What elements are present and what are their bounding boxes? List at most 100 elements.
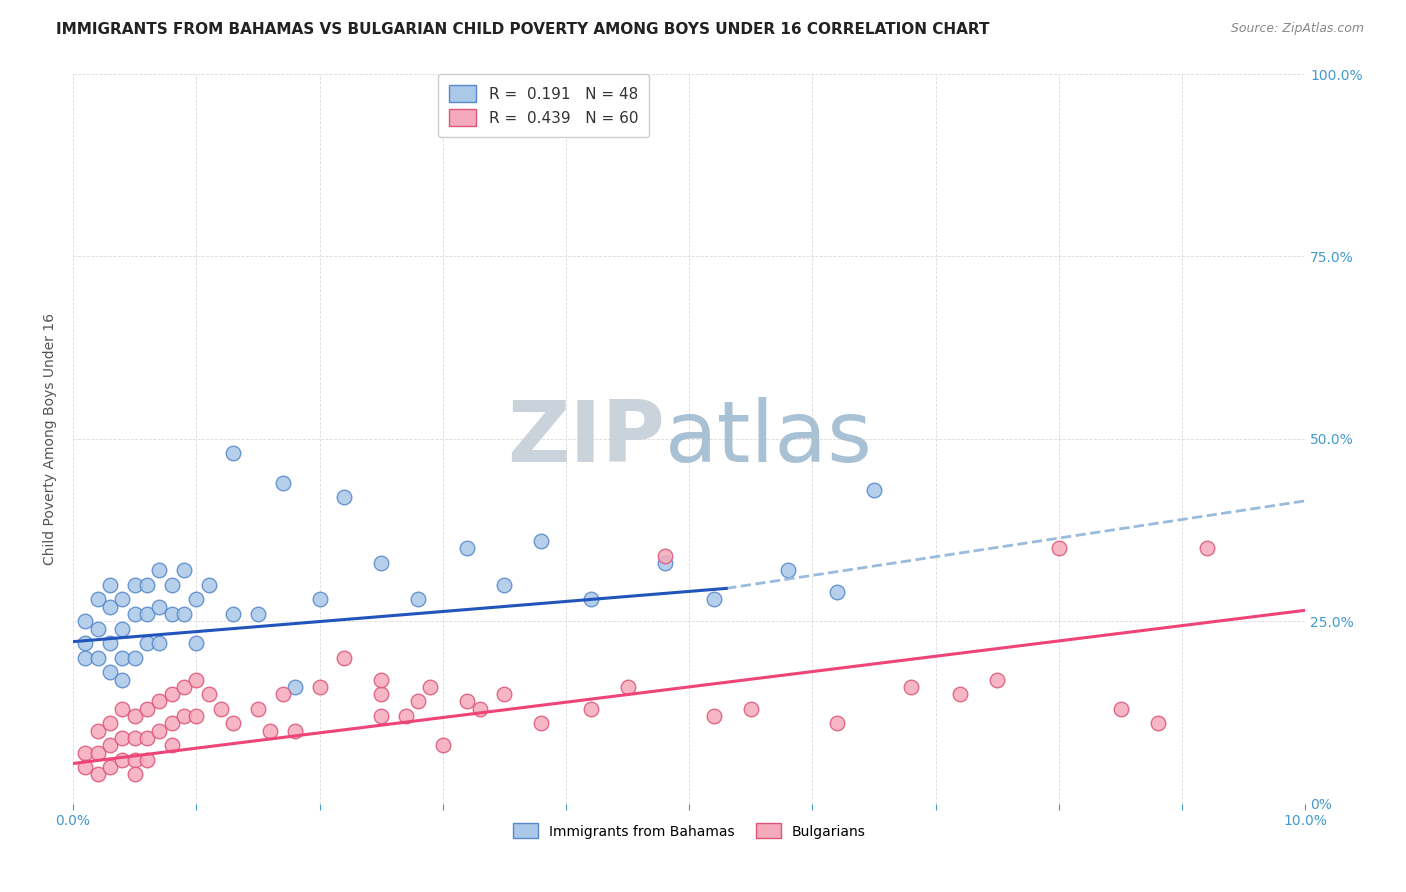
Point xyxy=(900,680,922,694)
Point xyxy=(98,599,121,614)
Point xyxy=(111,592,134,607)
Point xyxy=(579,592,602,607)
Point xyxy=(406,694,429,708)
Point xyxy=(616,680,638,694)
Point xyxy=(124,767,146,781)
Point xyxy=(494,687,516,701)
Point xyxy=(456,694,478,708)
Point xyxy=(111,650,134,665)
Point xyxy=(370,556,392,570)
Point xyxy=(75,746,97,760)
Point xyxy=(160,687,183,701)
Point xyxy=(579,702,602,716)
Point xyxy=(98,665,121,680)
Point xyxy=(124,731,146,745)
Point xyxy=(284,680,307,694)
Y-axis label: Child Poverty Among Boys Under 16: Child Poverty Among Boys Under 16 xyxy=(44,313,58,565)
Text: IMMIGRANTS FROM BAHAMAS VS BULGARIAN CHILD POVERTY AMONG BOYS UNDER 16 CORRELATI: IMMIGRANTS FROM BAHAMAS VS BULGARIAN CHI… xyxy=(56,22,990,37)
Point xyxy=(136,607,159,621)
Point xyxy=(98,738,121,752)
Text: atlas: atlas xyxy=(665,397,873,480)
Point xyxy=(468,702,491,716)
Point xyxy=(87,746,110,760)
Point xyxy=(148,636,170,650)
Point xyxy=(333,490,356,504)
Point xyxy=(222,446,245,460)
Point xyxy=(246,702,269,716)
Point xyxy=(186,709,208,723)
Point xyxy=(111,622,134,636)
Point xyxy=(308,592,330,607)
Point xyxy=(284,723,307,738)
Point xyxy=(308,680,330,694)
Point xyxy=(160,607,183,621)
Point xyxy=(173,709,195,723)
Point xyxy=(124,650,146,665)
Point xyxy=(111,673,134,687)
Point xyxy=(825,716,848,731)
Point xyxy=(406,592,429,607)
Point xyxy=(87,723,110,738)
Point xyxy=(740,702,762,716)
Point xyxy=(370,673,392,687)
Point xyxy=(136,578,159,592)
Point xyxy=(160,716,183,731)
Point xyxy=(863,483,886,497)
Point xyxy=(98,636,121,650)
Point xyxy=(209,702,232,716)
Point xyxy=(98,716,121,731)
Point xyxy=(160,738,183,752)
Point xyxy=(75,650,97,665)
Point xyxy=(160,578,183,592)
Point xyxy=(124,753,146,767)
Point xyxy=(87,650,110,665)
Point xyxy=(148,723,170,738)
Point xyxy=(1109,702,1132,716)
Point xyxy=(419,680,441,694)
Point xyxy=(136,636,159,650)
Point xyxy=(75,636,97,650)
Point xyxy=(124,607,146,621)
Legend: Immigrants from Bahamas, Bulgarians: Immigrants from Bahamas, Bulgarians xyxy=(508,818,872,844)
Point xyxy=(530,716,553,731)
Point xyxy=(825,585,848,599)
Point xyxy=(111,753,134,767)
Point xyxy=(87,622,110,636)
Point xyxy=(111,731,134,745)
Point xyxy=(98,578,121,592)
Point xyxy=(186,673,208,687)
Point xyxy=(333,650,356,665)
Point xyxy=(246,607,269,621)
Point xyxy=(124,578,146,592)
Point xyxy=(703,709,725,723)
Point xyxy=(1146,716,1168,731)
Point xyxy=(530,533,553,548)
Point xyxy=(136,731,159,745)
Text: Source: ZipAtlas.com: Source: ZipAtlas.com xyxy=(1230,22,1364,36)
Point xyxy=(222,716,245,731)
Point xyxy=(1195,541,1218,556)
Point xyxy=(75,760,97,774)
Point xyxy=(222,607,245,621)
Point xyxy=(197,687,219,701)
Point xyxy=(395,709,418,723)
Point xyxy=(432,738,454,752)
Point xyxy=(136,753,159,767)
Point xyxy=(173,607,195,621)
Point xyxy=(136,702,159,716)
Point xyxy=(148,694,170,708)
Point xyxy=(124,709,146,723)
Point xyxy=(259,723,281,738)
Point xyxy=(197,578,219,592)
Point xyxy=(148,563,170,577)
Point xyxy=(271,687,294,701)
Point xyxy=(186,636,208,650)
Point xyxy=(370,687,392,701)
Point xyxy=(986,673,1008,687)
Point xyxy=(456,541,478,556)
Point xyxy=(654,556,676,570)
Point xyxy=(173,680,195,694)
Point xyxy=(173,563,195,577)
Point xyxy=(186,592,208,607)
Point xyxy=(148,599,170,614)
